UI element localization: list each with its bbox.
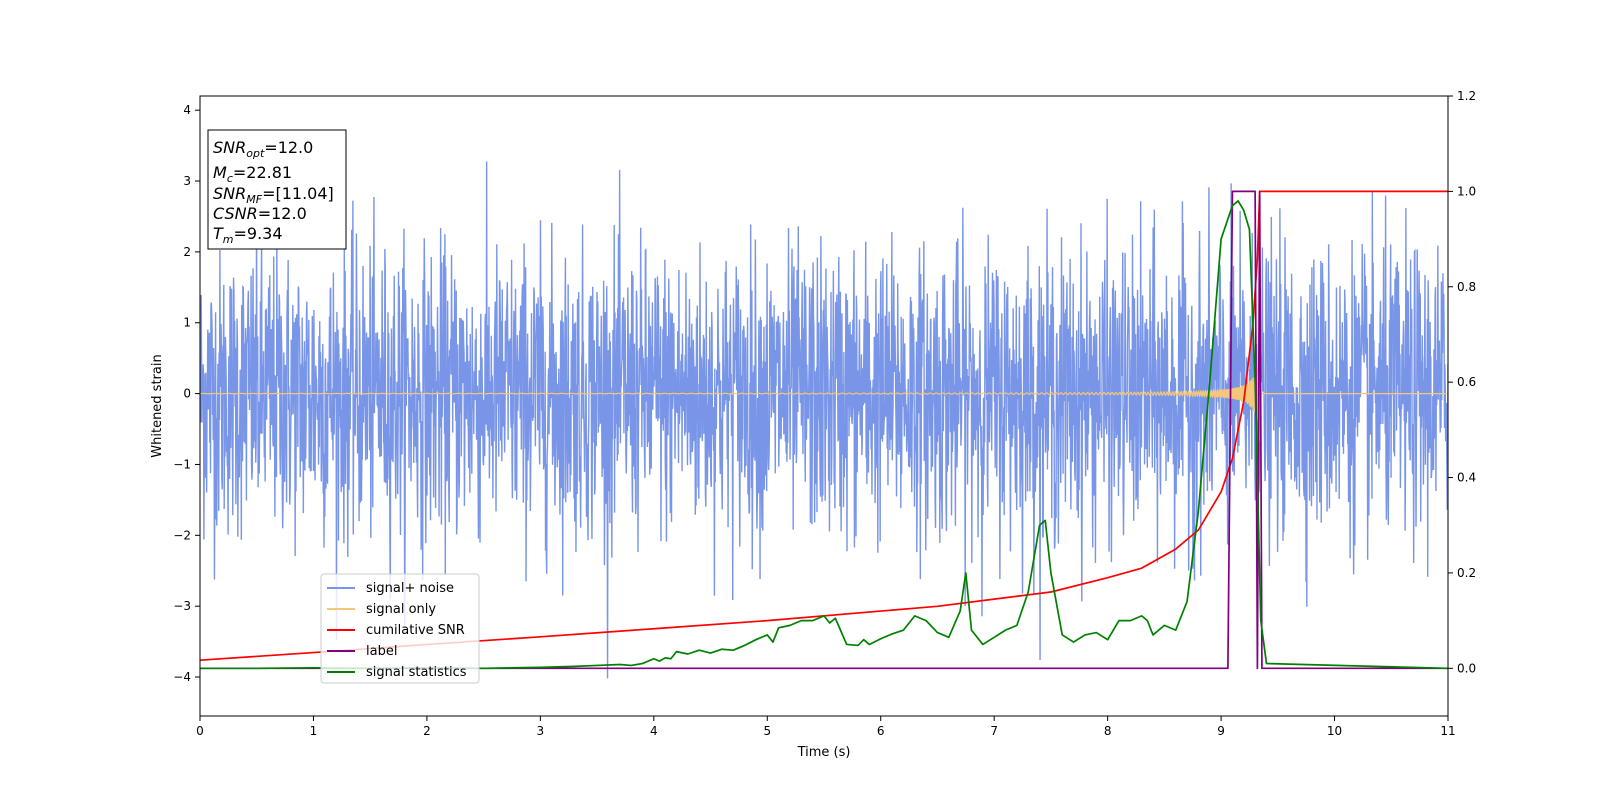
x-tick-label: 4 [650,724,658,738]
x-tick-label: 10 [1327,724,1342,738]
y-right-tick-label: 0.2 [1457,566,1476,580]
x-axis: 0 1 2 3 4 5 6 7 8 9 10 11 [196,716,1456,738]
y-left-tick-label: 4 [183,103,191,117]
x-tick-label: 7 [990,724,998,738]
legend-label: signal only [366,602,436,617]
y-axis-label: Whitened strain [150,354,165,457]
series-signal-only [200,339,1448,441]
x-tick-label: 3 [537,724,545,738]
y-right-tick-label: 0.0 [1457,661,1476,675]
x-tick-label: 0 [196,724,204,738]
y-left-tick-label: −2 [173,528,191,542]
y-right-tick-label: 0.6 [1457,375,1476,389]
legend: signal+ noise signal only cumilative SNR la… [320,573,480,684]
y-left-tick-label: 3 [183,174,191,188]
y-left-tick-label: 0 [183,387,191,401]
legend-label: signal+ noise [366,581,454,596]
plot-series [200,161,1448,679]
series-signal-statistics [200,200,1448,670]
x-axis-label: Time (s) [797,745,851,760]
y-right-tick-label: 1.0 [1457,184,1476,198]
y-left-tick-label: −4 [173,670,191,684]
y-right-tick-label: 0.8 [1457,280,1476,294]
y-right-tick-label: 0.4 [1457,471,1476,485]
legend-label: cumilative SNR [366,623,465,638]
series-label [200,190,1448,670]
x-tick-label: 9 [1217,724,1225,738]
y-axis-left: −4 −3 −2 −1 0 1 2 3 4 [173,103,200,684]
info-snr-mf: SNRMF=[11.04] [213,184,334,206]
info-snr-opt: SNRopt=12.0 [213,138,313,160]
y-right-tick-label: 1.2 [1457,89,1476,103]
legend-label: label [366,644,397,659]
info-mc: Mc=22.81 [213,163,292,185]
y-left-tick-label: −3 [173,599,191,613]
legend-label: signal statistics [366,665,467,680]
y-left-tick-label: −1 [173,457,191,471]
x-tick-label: 8 [1104,724,1112,738]
x-tick-label: 6 [877,724,885,738]
y-left-tick-label: 1 [183,316,191,330]
info-csnr: CSNR=12.0 [213,204,307,223]
plot-frame [199,95,1449,717]
y-left-tick-label: 2 [183,245,191,259]
x-tick-label: 1 [310,724,318,738]
series-signal-noise [200,161,1448,679]
info-box: SNRopt=12.0 Mc=22.81 SNRMF=[11.04] CSNR=… [207,129,347,250]
info-tm: Tm=9.34 [213,224,283,246]
x-tick-label: 2 [423,724,431,738]
x-tick-label: 5 [763,724,771,738]
x-tick-label: 11 [1440,724,1455,738]
series-cumilative-snr [200,190,1448,662]
y-axis-right: 0.0 0.2 0.4 0.6 0.8 1.0 1.2 [1448,89,1476,675]
